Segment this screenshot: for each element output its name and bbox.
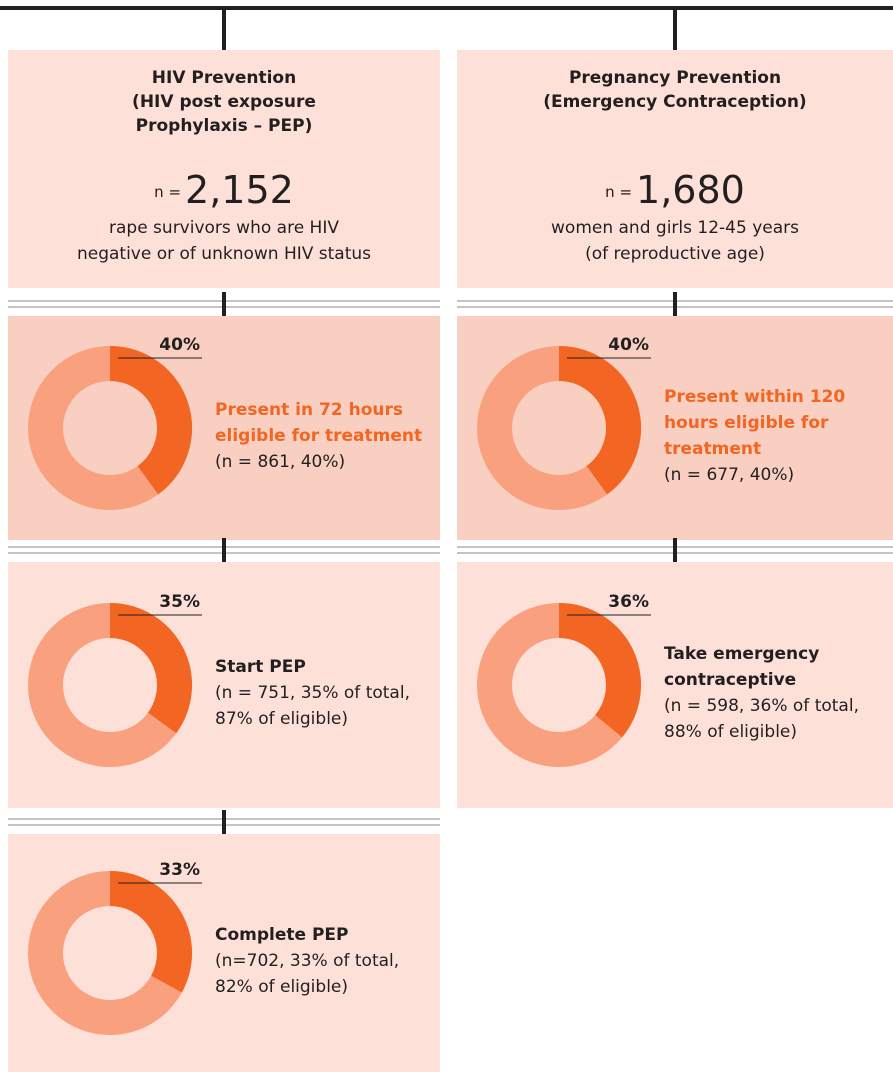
step-heading: hours eligible for [664,413,829,433]
connector [673,538,677,562]
percent-label: 33% [159,860,200,880]
step-detail: (n = 751, 35% of total, [215,683,410,703]
step-detail: 82% of eligible) [215,977,348,997]
donut-segment [558,346,641,495]
step-detail: (n = 861, 40%) [215,452,345,472]
box [8,834,440,1072]
percent-label: 40% [159,335,200,355]
top-bar [0,6,893,10]
connector [222,538,226,562]
box-title: HIV Prevention [152,68,296,88]
box-title: (Emergency Contraception) [543,92,806,112]
step-heading: Present in 72 hours [215,400,403,420]
box [8,562,440,808]
box-title: (HIV post exposure [132,92,316,112]
donut-segment [109,871,192,993]
box [457,50,893,288]
step-heading: treatment [664,439,761,459]
count: n = 2,152 [154,168,294,212]
step-heading: Complete PEP [215,925,349,945]
step-heading: contraceptive [664,670,796,690]
step-heading: eligible for treatment [215,426,422,446]
connector [222,810,226,834]
donut-segment [558,603,641,738]
connector [673,8,677,50]
percent-label: 35% [159,592,200,612]
box [8,50,440,288]
step-detail: 87% of eligible) [215,709,348,729]
count-prefix: n = [605,183,632,201]
step-heading: Start PEP [215,657,306,677]
description: rape survivors who are HIV [109,218,339,238]
donut-segment [109,346,192,495]
percent-label: 36% [608,592,649,612]
count: n = 1,680 [605,168,745,212]
count-prefix: n = [154,183,181,201]
count-value: 2,152 [185,168,294,212]
step-heading: Present within 120 [664,387,845,407]
box [457,562,893,808]
box-title: Prophylaxis – PEP) [136,116,313,136]
step-detail: (n = 677, 40%) [664,465,794,485]
connector [222,292,226,316]
box-title: Pregnancy Prevention [569,68,781,88]
step-detail: (n = 598, 36% of total, [664,696,859,716]
description: (of reproductive age) [585,244,765,264]
connector [222,8,226,50]
step-detail: (n=702, 33% of total, [215,951,399,971]
description: negative or of unknown HIV status [77,244,371,264]
connector [673,292,677,316]
percent-label: 40% [608,335,649,355]
count-value: 1,680 [636,168,745,212]
donut-segment [109,603,192,734]
step-heading: Take emergency [664,644,819,664]
description: women and girls 12-45 years [551,218,799,238]
step-detail: 88% of eligible) [664,722,797,742]
